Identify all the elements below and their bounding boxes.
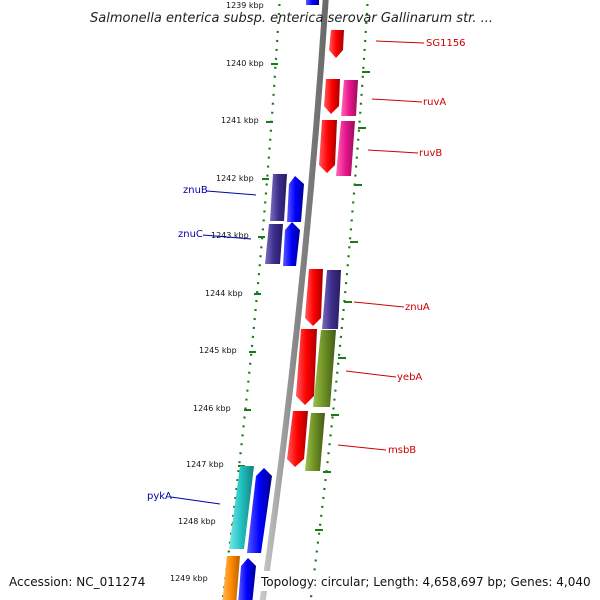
cds-ruvB[interactable] bbox=[319, 120, 337, 173]
gene-label-znuA[interactable]: znuA bbox=[405, 302, 430, 313]
cds-znuC-inner[interactable] bbox=[265, 224, 283, 264]
tick-marks bbox=[226, 63, 278, 581]
tick-label: 1247 kbp bbox=[186, 460, 224, 469]
cds-yebA[interactable] bbox=[296, 329, 317, 405]
footer-background-left bbox=[4, 571, 154, 591]
cds-top-partial[interactable] bbox=[306, 0, 319, 5]
reverse-cds-track bbox=[238, 176, 304, 600]
cds-sg1156[interactable] bbox=[329, 30, 344, 58]
tick-label: 1244 kbp bbox=[205, 289, 243, 298]
tick-labels: 1239 kbp 1240 kbp 1241 kbp 1242 kbp 1243… bbox=[170, 1, 264, 583]
cds-yebA-inner[interactable] bbox=[313, 330, 336, 407]
reverse-inner-track bbox=[222, 174, 287, 600]
gene-label-sg1156[interactable]: SG1156 bbox=[426, 38, 466, 49]
reverse-gene-labels: znuB znuC pykA bbox=[147, 185, 208, 502]
gene-label-pykA[interactable]: pykA bbox=[147, 491, 172, 502]
tick-label: 1242 kbp bbox=[216, 174, 254, 183]
cds-znuB[interactable] bbox=[287, 176, 304, 222]
cds-znuB-inner[interactable] bbox=[270, 174, 287, 221]
gene-label-yebA[interactable]: yebA bbox=[397, 372, 422, 383]
cds-pykA-inner[interactable] bbox=[229, 466, 254, 549]
cds-ruvA-inner[interactable] bbox=[341, 80, 358, 116]
cds-msbB[interactable] bbox=[287, 411, 308, 467]
accession-text: Accession: NC_011274 bbox=[9, 575, 145, 589]
cds-znuA[interactable] bbox=[305, 269, 323, 326]
gene-label-msbB[interactable]: msbB bbox=[388, 445, 416, 456]
tick-label: 1248 kbp bbox=[178, 517, 216, 526]
tick-label: 1245 kbp bbox=[199, 346, 237, 355]
genome-info-text: Topology: circular; Length: 4,658,697 bp… bbox=[260, 575, 591, 589]
tick-label: 1240 kbp bbox=[226, 59, 264, 68]
tick-label: 1246 kbp bbox=[193, 404, 231, 413]
forward-gene-labels: SG1156 ruvA ruvB znuA yebA msbB bbox=[388, 38, 466, 456]
forward-inner-track bbox=[305, 80, 358, 471]
cds-znuC[interactable] bbox=[283, 222, 300, 266]
footer-background-right bbox=[258, 571, 594, 591]
gene-label-znuB[interactable]: znuB bbox=[183, 185, 208, 196]
inner-dotted-ring bbox=[221, 0, 281, 600]
cds-znuA-inner[interactable] bbox=[322, 270, 341, 329]
cds-bottom-blue[interactable] bbox=[238, 558, 256, 600]
gene-label-ruvA[interactable]: ruvA bbox=[423, 97, 446, 108]
tick-label: 1249 kbp bbox=[170, 574, 208, 583]
reverse-label-lines bbox=[170, 190, 257, 505]
forward-label-lines bbox=[337, 40, 425, 451]
tick-label: 1239 kbp bbox=[226, 1, 264, 10]
tick-label: 1243 kbp bbox=[211, 231, 249, 240]
gene-label-znuC[interactable]: znuC bbox=[178, 229, 203, 240]
backbone bbox=[259, 0, 329, 600]
cds-pykA[interactable] bbox=[247, 468, 272, 553]
cds-ruvB-inner[interactable] bbox=[336, 121, 355, 176]
cds-ruvA[interactable] bbox=[324, 79, 340, 114]
cds-msbB-inner[interactable] bbox=[305, 413, 325, 471]
map-title: Salmonella enterica subsp. enterica sero… bbox=[90, 11, 493, 26]
tick-label: 1241 kbp bbox=[221, 116, 259, 125]
gene-label-ruvB[interactable]: ruvB bbox=[419, 148, 442, 159]
forward-cds-track bbox=[287, 0, 344, 467]
cds-orange-inner[interactable] bbox=[222, 556, 240, 600]
